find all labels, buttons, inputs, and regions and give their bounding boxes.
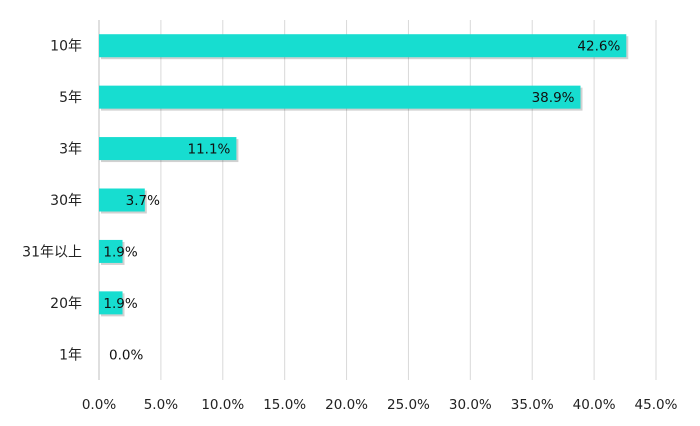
x-tick-label: 10.0%	[201, 397, 244, 413]
category-label: 30年	[50, 193, 82, 209]
grid-layer	[98, 20, 657, 380]
bar	[99, 137, 237, 161]
x-tick-label: 0.0%	[82, 397, 116, 413]
data-label: 42.6%	[577, 39, 620, 55]
category-label: 5年	[59, 90, 82, 106]
x-tick-label: 5.0%	[144, 397, 178, 413]
bar-layer	[99, 34, 629, 317]
x-tick-label: 20.0%	[325, 397, 368, 413]
bar	[99, 239, 123, 263]
bar	[99, 85, 581, 109]
category-axis: 10年 5年 3年 30年 31年以上 20年 1年	[22, 39, 82, 364]
x-tick-label: 45.0%	[635, 397, 678, 413]
data-label: 0.0%	[109, 347, 143, 363]
bar	[99, 188, 145, 212]
data-label: 11.1%	[188, 142, 231, 158]
label-layer: 42.6% 38.9% 11.1% 3.7% 1.9% 1.9% 0.0%	[103, 39, 620, 364]
x-tick-label: 35.0%	[511, 397, 554, 413]
bar	[99, 34, 627, 58]
x-tick-label: 40.0%	[573, 397, 616, 413]
value-axis: 0.0% 5.0% 10.0% 15.0% 20.0% 25.0% 30.0% 35.0% 40…	[82, 397, 678, 413]
bar	[99, 291, 123, 315]
data-label: 1.9%	[103, 296, 137, 312]
category-label: 20年	[50, 296, 82, 312]
data-label: 38.9%	[532, 90, 575, 106]
category-label: 10年	[50, 39, 82, 55]
category-label: 1年	[59, 347, 82, 363]
category-label: 31年以上	[22, 244, 82, 260]
x-tick-label: 25.0%	[387, 397, 430, 413]
data-label: 3.7%	[126, 193, 160, 209]
x-tick-label: 30.0%	[449, 397, 492, 413]
x-tick-label: 15.0%	[263, 397, 306, 413]
category-label: 3年	[59, 142, 82, 158]
data-label: 1.9%	[103, 244, 137, 260]
